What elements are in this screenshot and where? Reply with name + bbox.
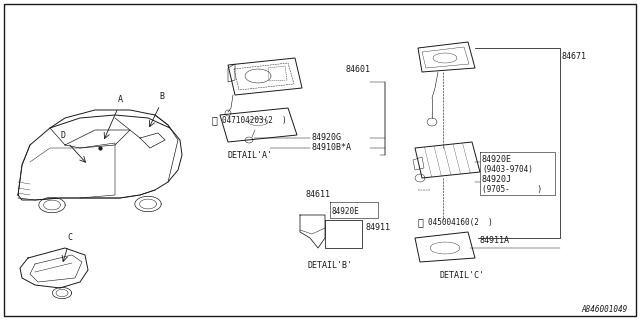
Text: 84601: 84601 (346, 65, 371, 74)
Text: DETAIL'C': DETAIL'C' (440, 271, 484, 280)
Text: 84910B*A: 84910B*A (312, 143, 352, 153)
Text: 84920J: 84920J (482, 175, 512, 184)
Text: 84911: 84911 (365, 223, 390, 233)
Text: DETAIL'B': DETAIL'B' (307, 261, 353, 270)
Text: 84920G: 84920G (312, 133, 342, 142)
Text: 045004160(2  ): 045004160(2 ) (428, 218, 493, 227)
Text: A: A (118, 95, 122, 104)
Text: 84911A: 84911A (480, 236, 510, 245)
Text: 84920E: 84920E (482, 155, 512, 164)
Text: B: B (159, 92, 164, 101)
Text: Ⓢ: Ⓢ (211, 115, 217, 125)
Text: 84611: 84611 (305, 190, 330, 199)
Text: 047104203(2  ): 047104203(2 ) (222, 116, 287, 125)
Text: DETAIL'A': DETAIL'A' (227, 151, 273, 160)
Text: Ⓢ: Ⓢ (417, 217, 423, 227)
Text: C: C (67, 233, 72, 242)
Text: (9705-      ): (9705- ) (482, 185, 542, 194)
Text: 84671: 84671 (562, 52, 587, 61)
Text: A846001049: A846001049 (582, 305, 628, 314)
Text: 84920E: 84920E (332, 207, 360, 217)
Text: D: D (61, 131, 65, 140)
Text: (9403-9704): (9403-9704) (482, 165, 533, 174)
